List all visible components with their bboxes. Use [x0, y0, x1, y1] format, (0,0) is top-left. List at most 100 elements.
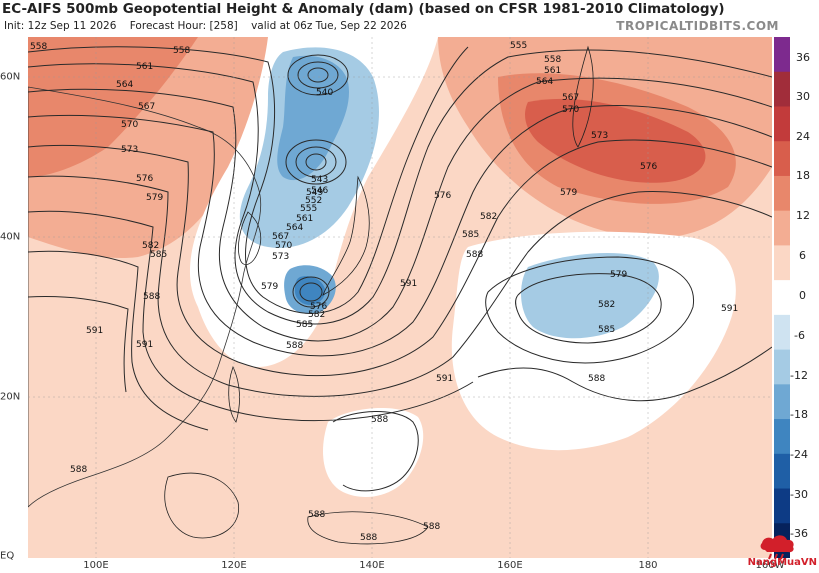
colorbar-swatch — [774, 141, 790, 177]
anomaly-negative-trough-core — [277, 55, 349, 181]
colorbar-swatch — [774, 314, 790, 351]
colorbar-tick: 12 — [796, 209, 810, 222]
closed-low-contours — [285, 54, 349, 308]
contour-label: 561 — [136, 62, 153, 72]
contour-label: 591 — [86, 326, 103, 336]
init-time: Init: 12z Sep 11 2026 — [4, 20, 117, 32]
y-tick-label: EQ — [0, 550, 15, 562]
contour-label: 588 — [70, 465, 87, 475]
contour-label: 561 — [296, 214, 313, 224]
x-tick-label: 100E — [83, 560, 109, 571]
contour-label: 591 — [721, 304, 738, 314]
contour-label: 570 — [562, 105, 579, 115]
contour-label: 570 — [121, 120, 138, 130]
contour-label: 576 — [434, 191, 451, 201]
forecast-hour: Forecast Hour: [258] — [129, 20, 238, 32]
contour-label: 558 — [30, 42, 47, 52]
anomaly-colorbar: 36 30 24 18 12 6 0 -6 -12 -18 -24 -30 -3… — [774, 37, 810, 558]
contour-label: 585 — [462, 230, 479, 240]
graticule — [28, 37, 772, 558]
valid-time: valid at 06z Tue, Sep 22 2026 — [251, 20, 407, 32]
colorbar-swatch — [774, 384, 790, 420]
contour-label: 546 — [311, 186, 328, 196]
x-tick-label: 120E — [221, 560, 247, 571]
contour-label: 582 — [480, 212, 497, 222]
x-tick-label: 160E — [497, 560, 523, 571]
contour-label: 579 — [146, 193, 163, 203]
colorbar-swatch — [774, 419, 790, 455]
contour-label: 573 — [591, 131, 608, 141]
contour-label: 567 — [272, 232, 289, 242]
colorbar-swatch — [774, 245, 790, 281]
contour-label: 579 — [261, 282, 278, 292]
colorbar-tick: 30 — [796, 90, 810, 103]
contour-label: 579 — [560, 188, 577, 198]
japan-islands — [322, 175, 370, 296]
asia-continent — [28, 86, 262, 508]
borneo-island — [164, 472, 239, 539]
colorbar-tick: 6 — [799, 249, 806, 262]
contour-label: 585 — [598, 325, 615, 335]
colorbar-tick: -6 — [794, 329, 805, 342]
x-tick-label: 180 — [638, 560, 658, 571]
colorbar-tick: -12 — [790, 369, 808, 382]
contour-label: 573 — [272, 252, 289, 262]
contour-label: 564 — [116, 80, 133, 90]
contour-label: 588 — [286, 341, 303, 351]
site-brand: TROPICALTIDBITS.COM — [616, 19, 779, 33]
contour-label: 588 — [143, 292, 160, 302]
contour-label: 576 — [640, 162, 657, 172]
contour-label: 588 — [371, 415, 388, 425]
contour-label: 552 — [305, 196, 322, 206]
contour-label: 555 — [510, 41, 527, 51]
y-tick-label: 60N — [0, 71, 21, 83]
contour-label: 576 — [310, 302, 327, 312]
x-tick-label: 140E — [359, 560, 385, 571]
contour-label: 576 — [136, 174, 153, 184]
contour-label: 564 — [286, 223, 303, 233]
anomaly-positive-northwest-core — [28, 37, 198, 177]
colorbar-tick: 18 — [796, 169, 810, 182]
colorbar-tick: 0 — [799, 289, 806, 302]
nangmuavn-logo-icon — [760, 535, 794, 560]
chart-subtitle: Init: 12z Sep 11 2026 Forecast Hour: [25… — [4, 20, 417, 32]
nangmuavn-logo-text: NangMuaVN — [747, 557, 817, 568]
contour-label: 573 — [121, 145, 138, 155]
contour-label: 540 — [316, 88, 333, 98]
colorbar-tick: -18 — [790, 408, 808, 421]
colorbar-swatch — [774, 71, 790, 107]
x-tick-label: 160W — [755, 560, 785, 571]
contour-label: 588 — [308, 510, 325, 520]
new-guinea-island — [307, 511, 429, 545]
contour-label: 588 — [466, 250, 483, 260]
y-tick-label: 20N — [0, 391, 21, 403]
anomaly-map: 558 558 561 564 567 570 573 576 579 582 … — [28, 37, 772, 558]
contour-label: 564 — [536, 77, 553, 87]
contour-label: 582 — [598, 300, 615, 310]
contour-label: 588 — [360, 533, 377, 543]
kamchatka-peninsula — [572, 45, 594, 148]
contour-label: 543 — [311, 175, 328, 185]
contour-label: 555 — [300, 204, 317, 214]
contour-label: 558 — [173, 46, 190, 56]
contour-label: 558 — [544, 55, 561, 65]
contour-labels: 558 558 561 564 567 570 573 576 579 582 … — [30, 41, 738, 543]
contour-label: 591 — [436, 374, 453, 384]
contour-label: 591 — [136, 340, 153, 350]
contour-label: 579 — [610, 270, 627, 280]
contour-label: 591 — [400, 279, 417, 289]
colorbar-tick: -36 — [790, 527, 808, 540]
chart-title: EC-AIFS 500mb Geopotential Height & Anom… — [2, 1, 725, 17]
colorbar-ticks: 36 30 24 18 12 6 0 -6 -12 -18 -24 -30 -3… — [790, 51, 810, 540]
contour-label: 549 — [306, 188, 323, 198]
colorbar-swatch — [774, 349, 790, 385]
colorbar-tick: -24 — [790, 448, 808, 461]
height-contours — [28, 46, 772, 492]
neutral-patch-tropical — [323, 407, 424, 497]
contour-label: 588 — [423, 522, 440, 532]
colorbar-swatch — [774, 280, 790, 316]
contour-label: 585 — [150, 250, 167, 260]
contour-label: 582 — [308, 310, 325, 320]
colorbar-tick: 24 — [796, 130, 810, 143]
contour-label: 582 — [142, 241, 159, 251]
